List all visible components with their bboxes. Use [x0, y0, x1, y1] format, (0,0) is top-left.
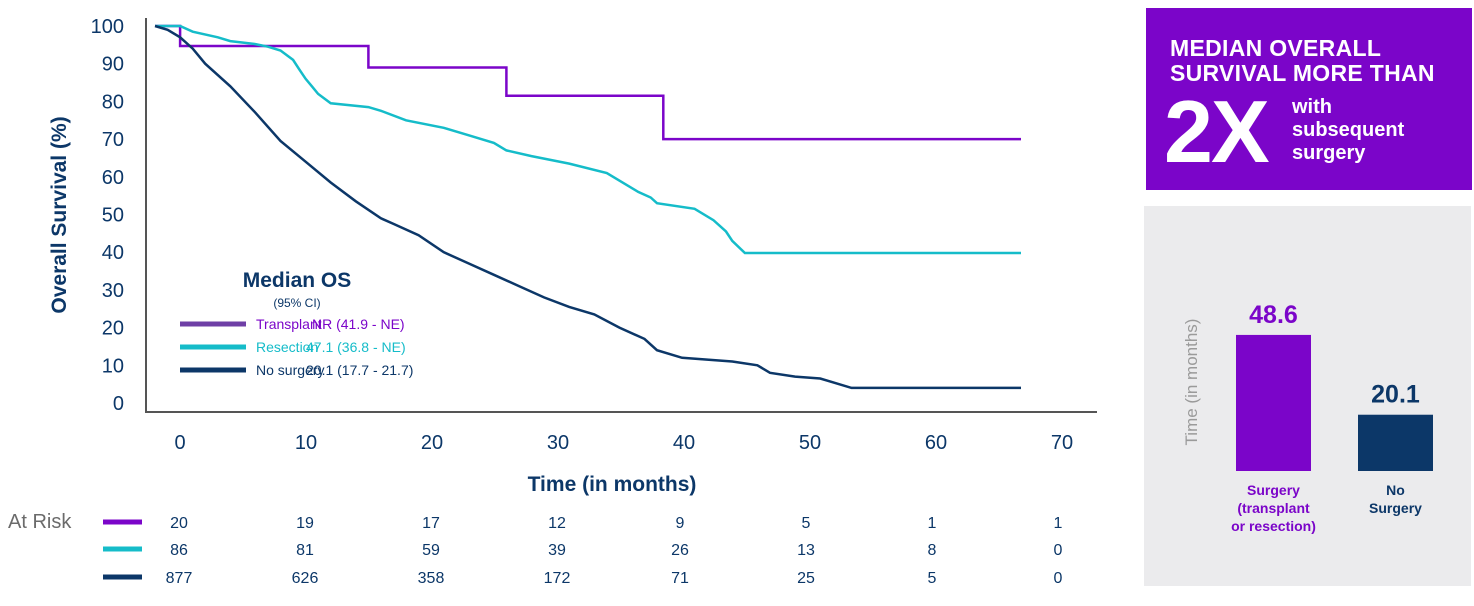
x-tick-label: 50: [799, 432, 821, 454]
x-tick-label: 70: [1051, 432, 1073, 454]
at-risk-count: 25: [797, 570, 815, 587]
bar-surgery: [1236, 334, 1311, 471]
at-risk-count: 13: [797, 542, 815, 559]
median-os-bar-chart: Time (in months) 48.6 Surgery (transplant or…: [1182, 301, 1433, 534]
x-tick-label: 40: [673, 432, 695, 454]
bar-category-label: Surgery: [1247, 482, 1300, 498]
series-line-resection: [155, 24, 1021, 255]
at-risk-count: 1: [928, 515, 937, 532]
at-risk-count: 19: [296, 515, 314, 532]
y-tick-label: 70: [102, 129, 124, 151]
bar-value-label: 20.1: [1371, 381, 1420, 409]
at-risk-count: 39: [548, 542, 566, 559]
legend-median-value: 20.1 (17.7 - 21.7): [306, 362, 413, 378]
y-tick-label: 50: [102, 205, 124, 227]
y-tick-label: 40: [102, 242, 124, 264]
callout-multiplier: 2X: [1164, 82, 1270, 181]
at-risk-count: 1: [1054, 515, 1063, 532]
at-risk-count: 20: [170, 515, 188, 532]
legend-median-value: 47.1 (36.8 - NE): [306, 339, 406, 355]
callout-headline: MEDIAN OVERALL SURVIVAL MORE THAN: [1170, 36, 1435, 86]
callout-subtext: with subsequent surgery: [1292, 96, 1404, 165]
callout-headline-line-2: SURVIVAL MORE THAN: [1170, 60, 1435, 86]
at-risk-count: 8: [928, 542, 937, 559]
y-tick-label: 10: [102, 355, 124, 377]
at-risk-count: 59: [422, 542, 440, 559]
at-risk-count: 0: [1054, 542, 1063, 559]
at-risk-count: 81: [296, 542, 314, 559]
y-tick-label: 30: [102, 280, 124, 302]
at-risk-count: 71: [671, 570, 689, 587]
bar-category-label: Surgery: [1369, 500, 1422, 516]
bar-category-label: No: [1386, 482, 1405, 498]
bar-value-label: 48.6: [1249, 301, 1298, 329]
x-tick-label: 10: [295, 432, 317, 454]
legend-series-name: Transplant: [256, 316, 322, 332]
at-risk-count: 12: [548, 515, 566, 532]
at-risk-count: 5: [928, 570, 937, 587]
callout-subtext-line-3: surgery: [1292, 142, 1366, 164]
legend-series-name: Resection: [256, 339, 318, 355]
bar-no-surgery: [1358, 414, 1433, 471]
callout-subtext-line-2: subsequent: [1292, 119, 1405, 141]
bar-y-axis-label: Time (in months): [1182, 319, 1201, 446]
legend-median-value: NR (41.9 - NE): [312, 316, 405, 332]
y-tick-label: 0: [113, 393, 124, 415]
legend-title: Median OS: [243, 269, 352, 292]
at-risk-count: 5: [802, 515, 811, 532]
series-line-transplant: [155, 24, 1021, 141]
series-line-no-surgery: [154, 24, 1021, 390]
x-tick-label: 30: [547, 432, 569, 454]
at-risk-count: 17: [422, 515, 440, 532]
callout-headline-line-1: MEDIAN OVERALL: [1170, 35, 1382, 61]
y-tick-label: 60: [102, 167, 124, 189]
at-risk-count: 172: [544, 570, 571, 587]
at-risk-count: 26: [671, 542, 689, 559]
y-tick-label: 80: [102, 91, 124, 113]
x-axis-label: Time (in months): [528, 473, 697, 496]
y-tick-label: 20: [102, 318, 124, 340]
at-risk-count: 86: [170, 542, 188, 559]
legend-series-name: No surgery: [256, 362, 324, 378]
bar-category-label: (transplant: [1237, 500, 1310, 516]
x-tick-label: 60: [925, 432, 947, 454]
at-risk-label: At Risk: [8, 511, 72, 533]
median-os-bar-panel: Time (in months) 48.6 Surgery (transplant or…: [1144, 206, 1471, 586]
y-axis-label: Overall Survival (%): [48, 116, 71, 313]
bar-category-label: or resection): [1231, 518, 1316, 534]
x-tick-label: 0: [174, 432, 185, 454]
y-tick-label: 100: [91, 16, 124, 38]
callout-subtext-line-1: with: [1292, 96, 1332, 118]
y-tick-label: 90: [102, 54, 124, 76]
median-os-callout: MEDIAN OVERALL SURVIVAL MORE THAN 2X wit…: [1146, 8, 1472, 190]
at-risk-count: 877: [166, 570, 193, 587]
at-risk-count: 358: [418, 570, 445, 587]
at-risk-count: 9: [676, 515, 685, 532]
legend-subtitle: (95% CI): [273, 296, 320, 310]
at-risk-count: 0: [1054, 570, 1063, 587]
x-tick-label: 20: [421, 432, 443, 454]
at-risk-count: 626: [292, 570, 319, 587]
